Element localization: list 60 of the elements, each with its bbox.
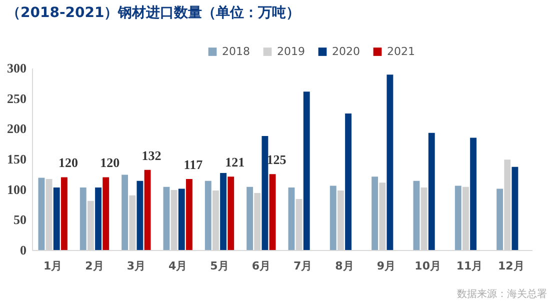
bar (303, 92, 310, 250)
x-tick-label: 12月 (498, 260, 524, 272)
bar (102, 177, 110, 250)
bar (95, 188, 102, 250)
source-note: 数据来源：海关总署 (457, 288, 547, 301)
bar (512, 166, 518, 250)
chart-title: （2018-2021）钢材进口数量（单位：万吨） (6, 5, 300, 21)
y-tick-label: 150 (7, 152, 26, 166)
y-tick-label: 0 (20, 242, 26, 258)
bar (428, 132, 435, 250)
data-label: 117 (184, 157, 204, 172)
bar (144, 170, 151, 250)
bar (136, 180, 144, 250)
x-tick-label: 9月 (376, 260, 396, 272)
bar (38, 178, 45, 250)
y-tick-label: 250 (7, 90, 26, 106)
bar (220, 172, 227, 250)
x-tick-label: 8月 (335, 260, 354, 272)
bar (269, 174, 276, 250)
bar (186, 179, 192, 250)
bar (53, 188, 60, 250)
x-tick-label: 3月 (126, 260, 146, 272)
bar (246, 186, 254, 250)
x-tick-label: 1月 (44, 260, 62, 272)
data-label: 120 (58, 155, 78, 170)
bar (372, 176, 378, 250)
data-label: 121 (225, 154, 245, 170)
x-tick-label: 10月 (414, 260, 441, 272)
legend-label: 2020 (332, 44, 360, 58)
bar (496, 188, 504, 250)
bar (288, 188, 295, 250)
bar (386, 74, 394, 250)
bar (163, 186, 170, 250)
bar (470, 138, 477, 250)
x-tick-label: 7月 (294, 260, 312, 272)
x-tick-label: 2月 (85, 260, 104, 272)
x-tick-label: 4月 (168, 260, 188, 272)
bar (228, 176, 234, 250)
data-label: 132 (142, 148, 162, 163)
bar (60, 177, 68, 250)
legend-label: 2018 (222, 44, 250, 58)
legend-label: 2019 (277, 44, 305, 58)
x-tick-label: 11月 (456, 260, 483, 272)
bar (345, 114, 352, 250)
y-tick-label: 100 (7, 182, 26, 197)
bar (178, 188, 185, 250)
y-tick-label: 200 (7, 121, 26, 136)
bar (204, 180, 212, 250)
y-tick-label: 300 (7, 60, 26, 76)
x-tick-label: 6月 (252, 260, 270, 272)
bar (413, 180, 420, 250)
bar (122, 174, 128, 250)
y-tick-label: 50 (14, 212, 26, 228)
bar (454, 186, 462, 250)
data-label: 120 (100, 155, 120, 170)
legend-label: 2021 (387, 44, 415, 58)
bar (262, 136, 268, 250)
bar (80, 188, 86, 250)
x-tick-label: 5月 (210, 260, 229, 272)
bar (330, 186, 336, 250)
